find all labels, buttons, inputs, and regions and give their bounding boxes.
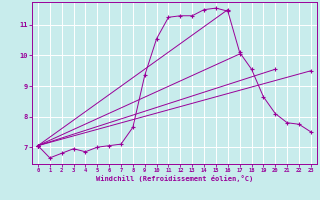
X-axis label: Windchill (Refroidissement éolien,°C): Windchill (Refroidissement éolien,°C) xyxy=(96,175,253,182)
